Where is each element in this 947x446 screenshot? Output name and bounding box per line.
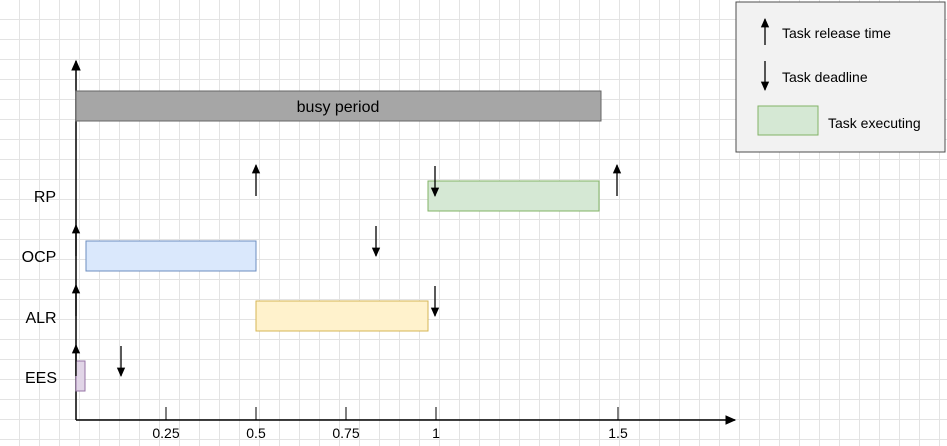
tick-label-0.5: 0.5 [246, 425, 266, 441]
ocp-execution-bar [85, 240, 257, 272]
row-label-rp: RP [34, 189, 56, 206]
release-arrows [71, 163, 622, 376]
tick-label-0.75: 0.75 [332, 425, 359, 441]
tick-label-1: 1 [432, 425, 440, 441]
rp-execution-bar [427, 180, 600, 212]
tick-label-1.5: 1.5 [608, 425, 628, 441]
deadline-arrows [116, 166, 440, 378]
busy-period-label: busy period [297, 99, 380, 116]
busy-period-bar [75, 90, 602, 122]
alr-execution-bar [255, 300, 429, 332]
row-label-alr: ALR [25, 310, 56, 327]
legend-deadline-label: Task deadline [782, 69, 868, 85]
legend: Task release time Task deadline Task exe… [735, 1, 946, 153]
row-label-ocp: OCP [22, 249, 57, 266]
legend-executing-label: Task executing [828, 115, 921, 131]
ees-execution-bar [75, 360, 86, 392]
legend-release-label: Task release time [782, 25, 891, 41]
row-label-ees: EES [25, 370, 57, 387]
legend-executing-swatch [757, 105, 819, 136]
tick-label-0.25: 0.25 [152, 425, 179, 441]
x-axis-ticks: 0.25 0.5 0.75 1 1.5 [152, 407, 628, 441]
